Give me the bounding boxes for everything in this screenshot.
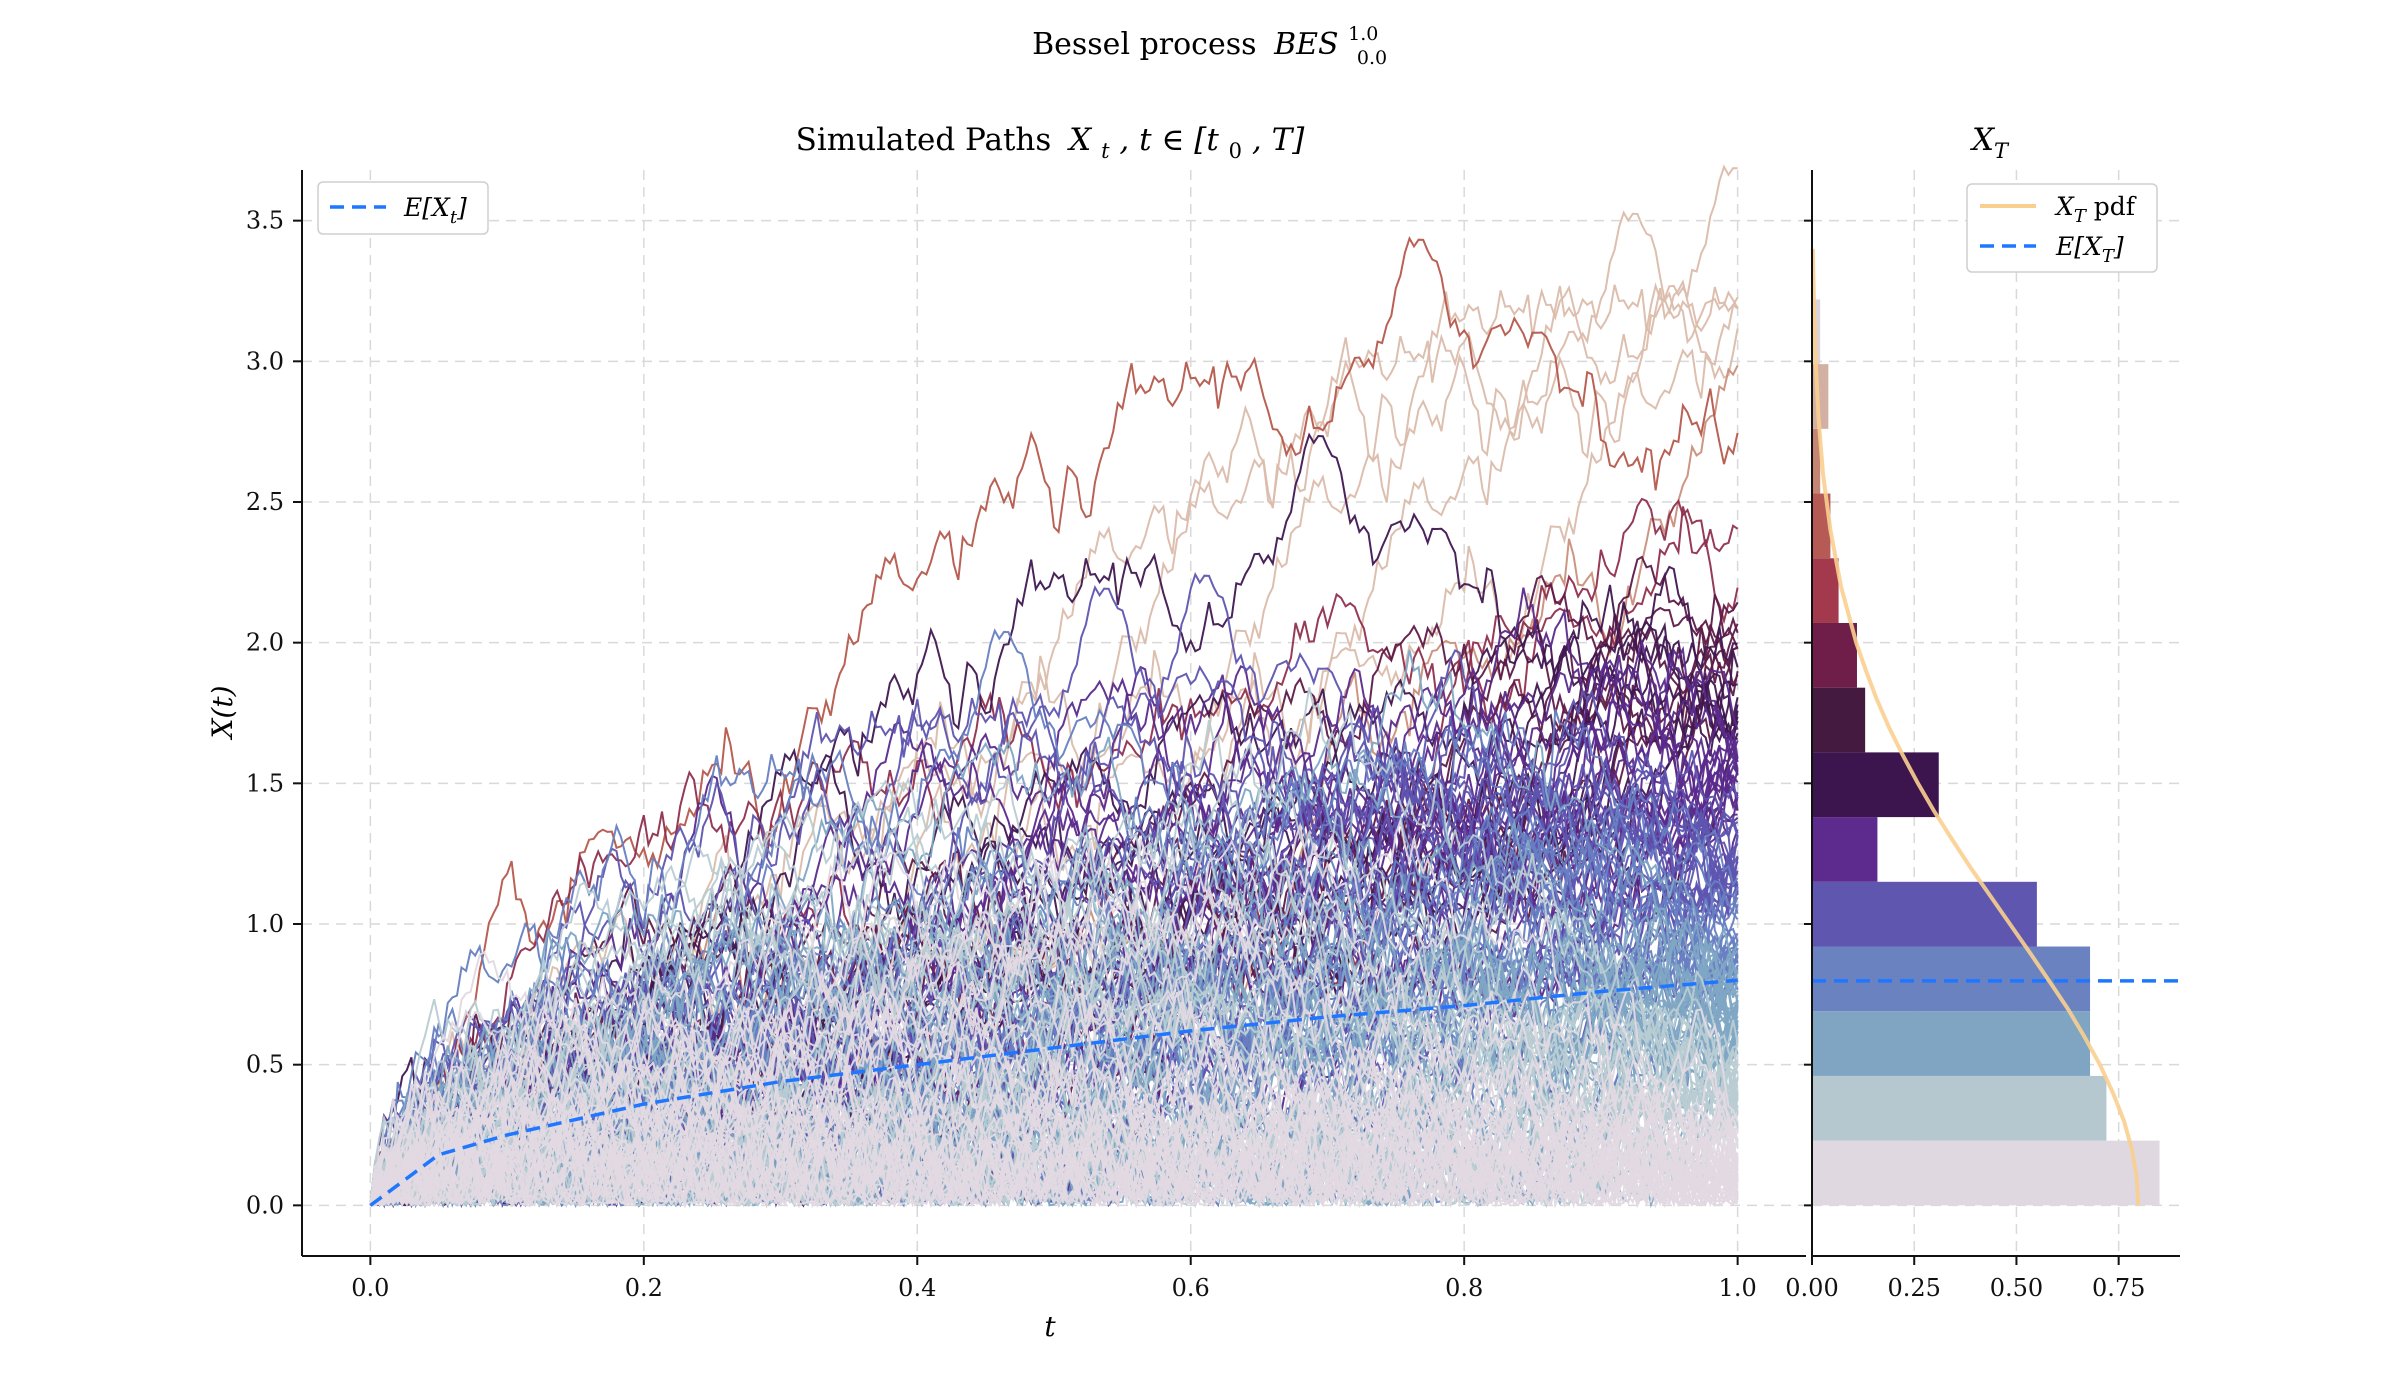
y-tick-label: 2.0 <box>246 629 284 657</box>
paths-title-math: X <box>1067 122 1093 158</box>
pdf-curve <box>1810 248 2141 1206</box>
path-line <box>369 837 1738 1208</box>
path-line <box>369 838 1739 1206</box>
hist-legend: XT pdf E[XT] <box>1966 183 2158 273</box>
paths-xlabel: t <box>1044 1310 1056 1343</box>
paths-title-text: Simulated Paths <box>796 122 1052 158</box>
hist-x-tick-label: 0.00 <box>1785 1274 1838 1302</box>
histogram-bar <box>1812 881 2037 947</box>
suptitle-sub: 0.0 <box>1357 47 1387 69</box>
x-tick-label: 1.0 <box>1719 1274 1757 1302</box>
path-line <box>369 1010 1739 1208</box>
hist-axes: 0.00 0.25 0.50 0.75 <box>1785 170 2180 1302</box>
hist-legend-pdf-label: XT pdf <box>2054 192 2137 227</box>
paths-ylabel: X(t) <box>206 685 239 740</box>
path-line <box>369 856 1738 1207</box>
hist-x-tick-label: 0.75 <box>2092 1274 2145 1302</box>
y-tick-label: 1.0 <box>246 910 284 938</box>
mean-line <box>369 978 1738 1207</box>
paths-panel: Simulated Paths X t , t ∈ [t 0 , T] 0.0 0… <box>206 122 1806 1343</box>
path-line <box>370 1051 1738 1208</box>
histogram-bar <box>1812 558 1839 623</box>
x-tick-label: 0.8 <box>1445 1274 1483 1302</box>
paths-title-rest: , t ∈ [t <box>1119 122 1219 158</box>
path-line <box>369 628 1739 1206</box>
paths-panel-title: Simulated Paths X t , t ∈ [t 0 , T] <box>796 122 1306 166</box>
path-line <box>369 997 1739 1208</box>
y-tick-label: 3.5 <box>246 207 284 235</box>
path-line <box>369 848 1739 1206</box>
hist-legend-mean-label: E[XT] <box>2055 232 2124 267</box>
path-line <box>370 236 1739 1207</box>
path-line <box>369 1091 1738 1209</box>
paths-title-sub2: 0 <box>1229 139 1242 163</box>
x-tick-label: 0.2 <box>625 1274 663 1302</box>
histogram-bar <box>1812 1075 2107 1141</box>
paths-legend-frame <box>317 181 489 235</box>
path-line <box>369 816 1739 1207</box>
path-line <box>369 649 1739 1207</box>
x-tick-label: 0.0 <box>351 1274 389 1302</box>
suptitle-math: BES <box>1273 27 1339 62</box>
histogram-bar <box>1812 946 2091 1012</box>
y-tick-label: 1.5 <box>246 769 284 797</box>
terminal-histogram-panel: XT 0.00 0.25 0.50 0.75 XT pdf E[XT] <box>1785 122 2180 1302</box>
hist-panel-title: XT <box>1970 122 2010 163</box>
y-tick-label: 2.5 <box>246 488 284 516</box>
paths-title-sub: t <box>1101 139 1110 163</box>
path-line <box>369 902 1739 1209</box>
path-line <box>369 1020 1739 1209</box>
paths-legend: E[Xt] <box>317 181 489 235</box>
histogram-bar <box>1812 817 1878 882</box>
y-tick-label: 0.0 <box>246 1191 284 1219</box>
path-line <box>369 1051 1739 1209</box>
paths-title-end: , T] <box>1252 122 1305 158</box>
histogram-bar <box>1812 428 1821 494</box>
suptitle-sup: 1.0 <box>1348 23 1378 45</box>
histogram-bar <box>1812 687 1866 753</box>
histogram-bar <box>1812 1140 2160 1206</box>
histogram-bar <box>1812 622 1857 688</box>
paths-legend-label: E[Xt] <box>403 193 467 228</box>
path-line <box>369 1064 1739 1208</box>
histogram-bar <box>1812 1011 2091 1076</box>
hist-x-tick-label: 0.50 <box>1990 1274 2043 1302</box>
figure-suptitle: Bessel process BES 1.0 0.0 <box>1032 13 1388 69</box>
suptitle-text: Bessel process <box>1032 27 1256 62</box>
x-tick-label: 0.6 <box>1172 1274 1210 1302</box>
simulated-paths <box>369 164 1739 1210</box>
path-line <box>369 991 1739 1208</box>
hist-x-tick-label: 0.25 <box>1888 1274 1941 1302</box>
histogram-bars <box>1812 299 2160 1206</box>
x-tick-label: 0.4 <box>898 1274 936 1302</box>
y-tick-label: 0.5 <box>246 1051 284 1079</box>
paths-axes: 0.0 0.2 0.4 0.6 0.8 1.0 0.0 0.5 1.0 1.5 2.0 2.5 3.0 3… <box>246 170 1806 1302</box>
y-tick-label: 3.0 <box>246 347 284 375</box>
path-line <box>369 587 1739 1206</box>
